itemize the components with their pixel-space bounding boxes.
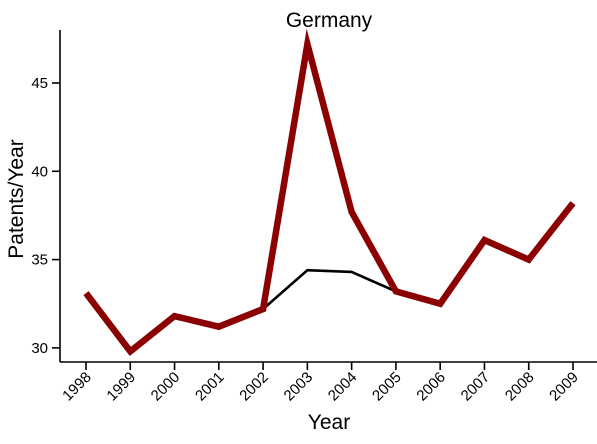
series-line-black (262, 268, 397, 310)
y-tick-label: 35 (31, 252, 48, 269)
y-axis-label: Patents/Year (5, 139, 28, 258)
y-axis-ticks: 30 35 40 45 (31, 75, 60, 357)
series-line-red (83, 28, 576, 357)
chart-title: Germany (286, 9, 373, 32)
x-tick-label: 2009 (546, 369, 582, 405)
x-tick-label: 2005 (369, 369, 405, 405)
x-tick-label: 1998 (59, 369, 95, 405)
y-tick-label: 40 (31, 163, 48, 180)
x-tick-label: 2004 (325, 369, 361, 405)
y-tick-label: 45 (31, 75, 48, 92)
x-tick-label: 2008 (502, 369, 538, 405)
x-tick-label: 1999 (103, 369, 139, 405)
x-tick-label: 2003 (281, 369, 317, 405)
x-tick-label: 2002 (236, 369, 272, 405)
x-tick-label: 2000 (148, 369, 184, 405)
series-layer (83, 28, 576, 357)
y-tick-label: 30 (31, 340, 48, 357)
x-tick-label: 2001 (192, 369, 228, 405)
x-tick-label: 2007 (458, 369, 494, 405)
x-axis-label: Year (308, 411, 350, 434)
x-tick-label: 2006 (413, 369, 449, 405)
x-axis-ticks: 1998 1999 2000 2001 2002 2003 2004 2005 2006 2007… (59, 362, 582, 404)
